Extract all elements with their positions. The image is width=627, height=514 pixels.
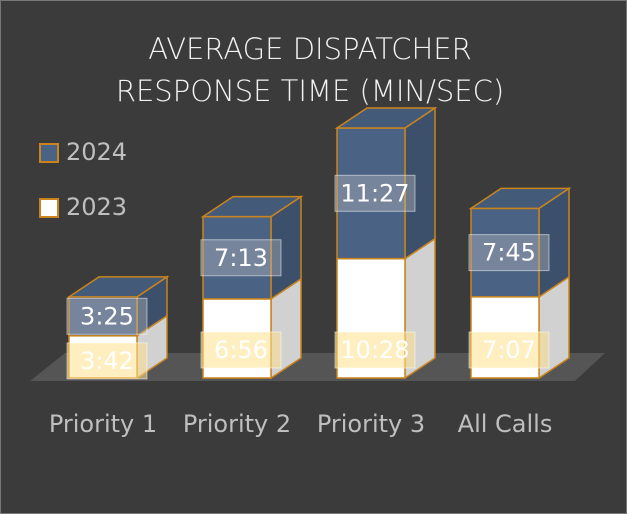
value-label: 3:42 [80, 347, 134, 375]
bar-top [200, 195, 304, 218]
value-label-box [468, 331, 550, 369]
value-label: 7:07 [482, 336, 536, 364]
value-label: 11:27 [340, 179, 409, 207]
x-tick-label: Priority 2 [183, 410, 291, 438]
value-label: 7:45 [482, 239, 536, 267]
value-label-box [200, 331, 282, 369]
value-label: 6:56 [214, 336, 268, 364]
floor [30, 353, 605, 381]
value-label-box [334, 331, 416, 369]
legend-swatch [39, 198, 59, 218]
bar-top [334, 107, 438, 129]
x-tick-label: Priority 3 [317, 410, 425, 438]
x-tick-label: All Calls [458, 410, 553, 438]
value-label: 10:28 [340, 336, 409, 364]
value-label-box [200, 239, 282, 277]
legend-swatch [39, 143, 59, 163]
chart-title: AVERAGE DISPATCHER RESPONSE TIME (MIN/SE… [115, 32, 505, 108]
bar-top [468, 187, 572, 210]
bar [336, 127, 406, 260]
x-tick-label: Priority 1 [49, 410, 157, 438]
bar-top [66, 276, 170, 298]
bar [68, 296, 138, 337]
legend-label: 2024 [66, 138, 127, 166]
value-label-box [334, 174, 416, 212]
value-label-box [66, 297, 148, 335]
value-label-box [468, 234, 550, 272]
value-label: 3:25 [80, 302, 134, 330]
bar [202, 215, 272, 300]
legend-label: 2023 [66, 193, 127, 221]
value-label-box [66, 342, 148, 380]
value-label: 7:13 [214, 244, 268, 272]
